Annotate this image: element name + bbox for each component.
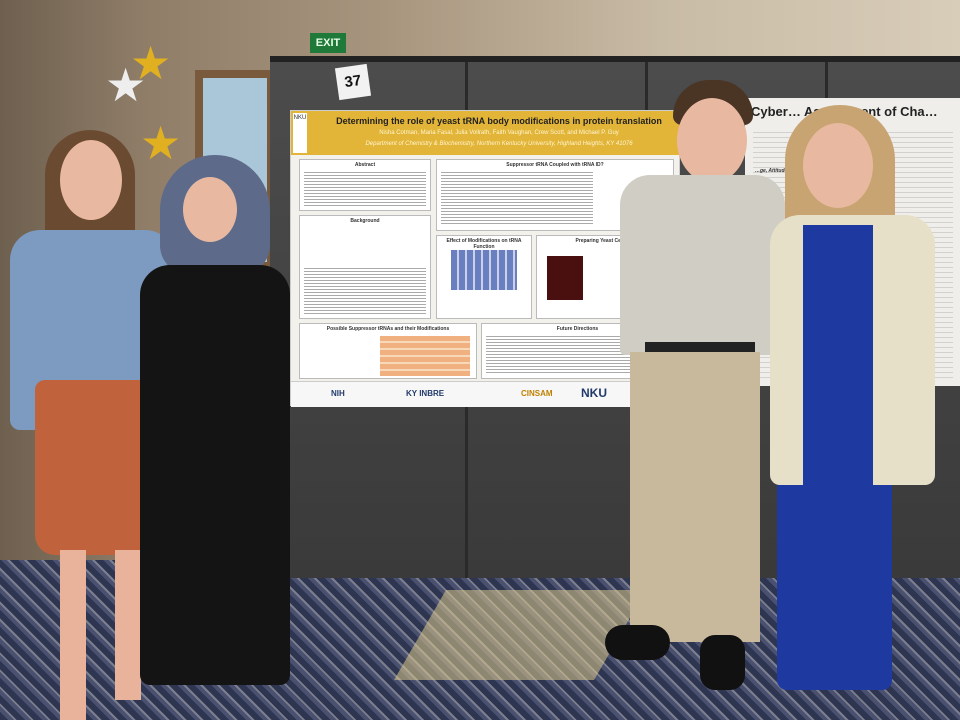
star-balloon-gold: ★ bbox=[130, 37, 172, 89]
poster-department: Department of Chemistry & Biochemistry, … bbox=[365, 141, 633, 147]
nku-logo: NKU bbox=[581, 386, 607, 400]
poster-authors: Nisha Cotman, Maria Fasal, Julia Vollrat… bbox=[379, 130, 619, 136]
section-heading: Possible Suppressor tRNAs and their Modi… bbox=[326, 326, 450, 332]
poster-title: Determining the role of yeast tRNA body … bbox=[336, 116, 662, 126]
star-balloon-silver: ★ bbox=[105, 59, 147, 111]
person-girl-blue-jumpsuit bbox=[765, 105, 940, 715]
section-heading: Preparing Yeast Cells for bbox=[575, 238, 635, 244]
poster-footer: NIH KY INBRE CINSAM NKU bbox=[291, 381, 681, 407]
section-heading: Effect of Modifications on tRNA Function bbox=[446, 238, 522, 250]
section-possible-suppressors: Possible Suppressor tRNAs and their Modi… bbox=[299, 323, 477, 379]
section-background: Background bbox=[299, 215, 431, 319]
section-effect: Effect of Modifications on tRNA Function bbox=[436, 235, 532, 319]
poster-header bbox=[291, 111, 681, 155]
person-girl-hijab bbox=[135, 155, 295, 700]
star-balloon-gold: ★ bbox=[140, 117, 182, 169]
section-heading: Future Directions bbox=[556, 326, 599, 332]
nih-logo: NIH bbox=[331, 389, 345, 398]
person-boy-plaid-shirt bbox=[605, 80, 790, 695]
exit-sign: EXIT bbox=[310, 33, 346, 53]
section-suppressor: Suppressor tRNA Coupled with tRNA ID? bbox=[436, 159, 674, 231]
board-number-tag: 37 bbox=[334, 63, 372, 101]
section-heading: Background bbox=[350, 218, 380, 224]
nku-side-logo: NKU bbox=[293, 113, 307, 153]
research-poster-left: NKU Determining the role of yeast tRNA b… bbox=[290, 110, 681, 407]
section-abstract: Abstract bbox=[299, 159, 431, 211]
section-heading: Abstract bbox=[354, 162, 376, 168]
cinsam-logo: CINSAM bbox=[521, 389, 553, 398]
ky-inbre-logo: KY INBRE bbox=[406, 389, 445, 398]
section-heading: Suppressor tRNA Coupled with tRNA ID? bbox=[506, 162, 604, 168]
